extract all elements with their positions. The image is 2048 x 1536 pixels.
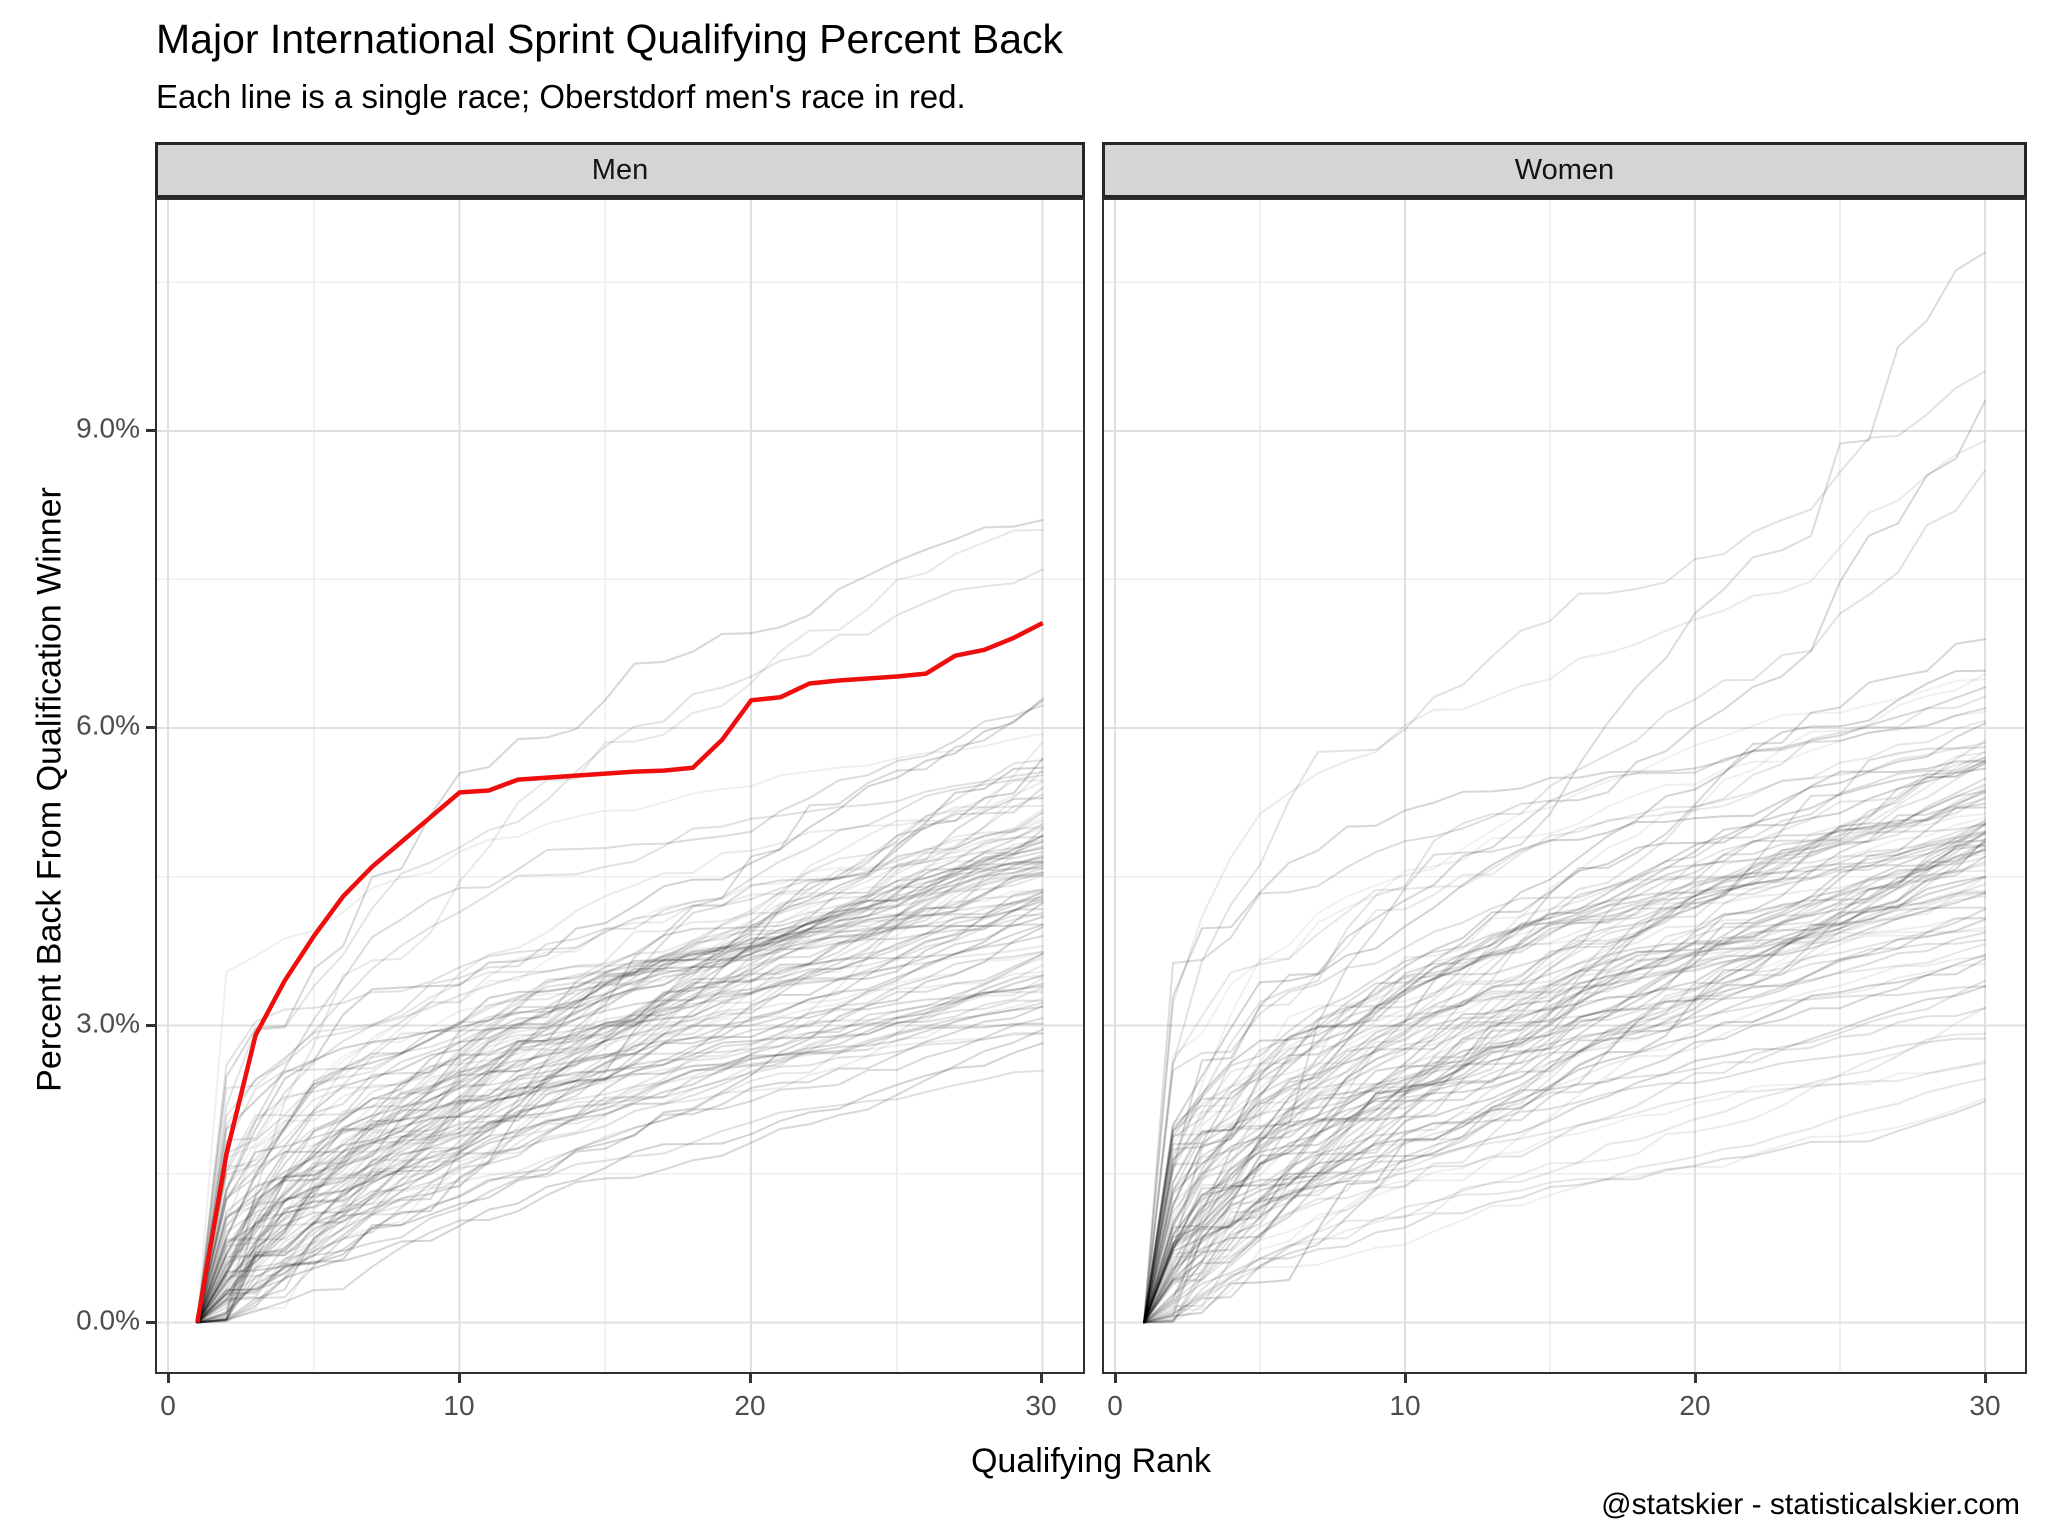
y-tick-mark (146, 726, 155, 729)
y-tick-mark (146, 429, 155, 432)
x-tick-label: 20 (1679, 1390, 1711, 1421)
y-tick-mark (146, 1321, 155, 1324)
plot-subtitle: Each line is a single race; Oberstdorf m… (156, 78, 966, 115)
y-axis-title: Percent Back From Qualification Winner (30, 487, 69, 1092)
y-tick-label: 9.0% (76, 412, 140, 444)
x-tick-label: 30 (1969, 1390, 2001, 1421)
facet-strip-men: Men (155, 142, 1085, 198)
facet-strip-women: Women (1102, 142, 2027, 198)
x-tick-label: 10 (443, 1390, 475, 1421)
x-tick-mark (1114, 1374, 1117, 1383)
x-tick-label: 30 (1025, 1390, 1057, 1421)
panel-women (1102, 198, 2027, 1374)
x-tick-mark (1984, 1374, 1987, 1383)
x-tick-mark (1694, 1374, 1697, 1383)
x-tick-mark (1040, 1374, 1043, 1383)
x-tick-label: 0 (1107, 1390, 1123, 1421)
plot-title: Major International Sprint Qualifying Pe… (156, 16, 1064, 62)
x-tick-mark (1404, 1374, 1407, 1383)
y-tick-label: 0.0% (76, 1304, 140, 1336)
x-axis-title: Qualifying Rank (970, 1442, 1211, 1480)
x-tick-label: 20 (734, 1390, 766, 1421)
facet-strip-women-label: Women (1514, 153, 1615, 186)
x-tick-label: 0 (160, 1390, 176, 1421)
y-tick-label: 3.0% (76, 1007, 140, 1039)
x-tick-label: 10 (1389, 1390, 1421, 1421)
y-tick-label: 6.0% (76, 709, 140, 741)
panel-men (155, 198, 1085, 1374)
y-tick-mark (146, 1024, 155, 1027)
x-tick-mark (458, 1374, 461, 1383)
facet-strip-men-label: Men (591, 153, 649, 186)
plot-caption: @statskier - statisticalskier.com (1601, 1488, 2020, 1521)
x-tick-mark (167, 1374, 170, 1383)
x-tick-mark (749, 1374, 752, 1383)
